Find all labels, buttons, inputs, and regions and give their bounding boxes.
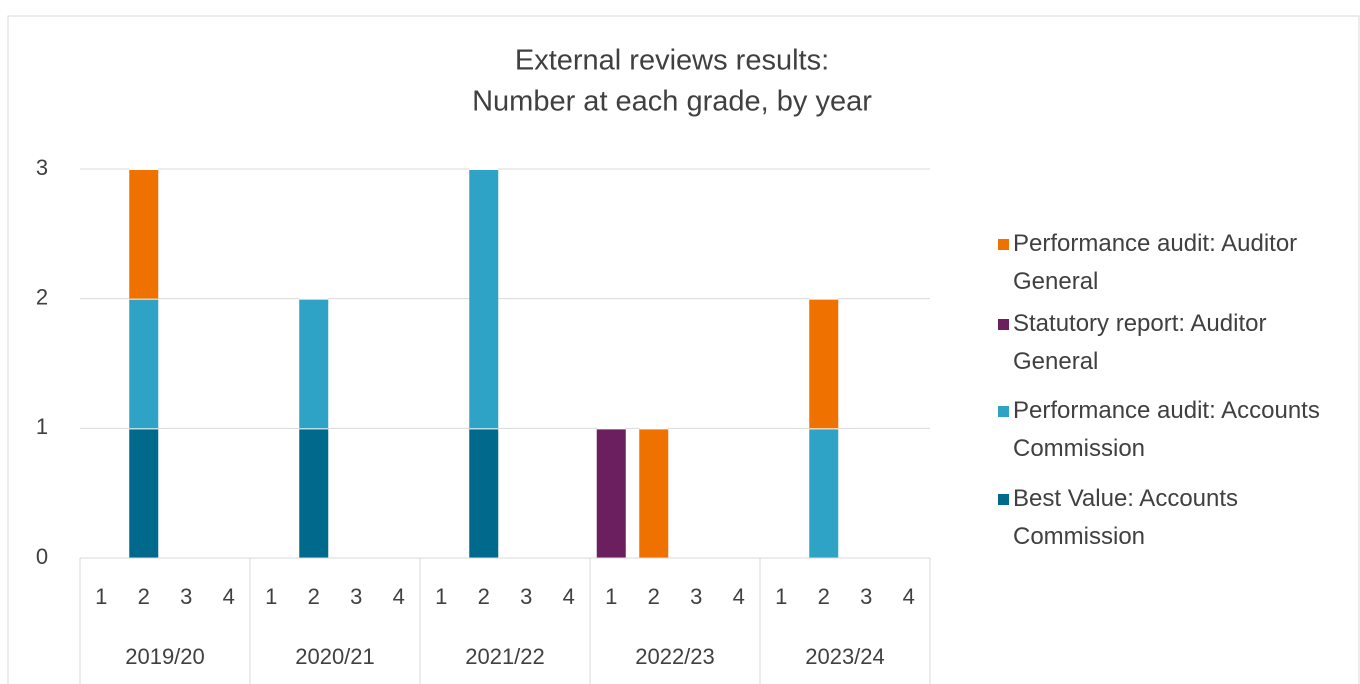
x-tick-label: 1 (605, 584, 617, 609)
y-tick-label: 1 (36, 414, 48, 439)
bar-segment (129, 169, 159, 299)
x-tick-label: 4 (223, 584, 235, 609)
chart-title: Number at each grade, by year (472, 86, 872, 118)
group-label: 2023/24 (805, 644, 885, 669)
x-tick-label: 3 (350, 584, 362, 609)
y-tick-label: 2 (36, 284, 48, 309)
legend-swatch (998, 494, 1009, 505)
legend-swatch (998, 239, 1009, 250)
group-label: 2022/23 (635, 644, 715, 669)
group-label: 2021/22 (465, 644, 545, 669)
x-tick-label: 1 (265, 584, 277, 609)
y-tick-label: 3 (36, 155, 48, 180)
x-tick-label: 1 (95, 584, 107, 609)
chart-border (7, 15, 1360, 684)
bar-segment (129, 298, 159, 429)
x-tick-label: 3 (690, 584, 702, 609)
bar-segment (639, 428, 669, 558)
x-tick-label: 4 (563, 584, 575, 609)
x-tick-label: 3 (180, 584, 192, 609)
x-tick-label: 2 (648, 584, 660, 609)
bar-segment (809, 428, 839, 558)
x-tick-label: 4 (733, 584, 745, 609)
bar-segment (809, 298, 839, 429)
x-tick-label: 2 (308, 584, 320, 609)
legend-swatch (998, 319, 1009, 330)
x-tick-label: 1 (775, 584, 787, 609)
x-tick-label: 4 (393, 584, 405, 609)
legend-label: Best Value: Accounts Commission (1013, 485, 1238, 550)
legend-label: Performance audit: Accounts Commission (1013, 397, 1320, 462)
y-tick-label: 0 (36, 544, 48, 569)
x-tick-label: 3 (520, 584, 532, 609)
chart-title: External reviews results: (515, 45, 829, 77)
x-tick-label: 2 (478, 584, 490, 609)
bar-segment (469, 169, 499, 429)
bar-segment (299, 428, 329, 558)
x-tick-label: 4 (903, 584, 915, 609)
bar-segment (596, 428, 626, 558)
legend-label: Statutory report: Auditor General (1013, 310, 1266, 375)
bar-segment (469, 428, 499, 558)
bar-segment (299, 298, 329, 429)
legend-swatch (998, 406, 1009, 417)
x-tick-label: 2 (138, 584, 150, 609)
x-tick-label: 3 (860, 584, 872, 609)
group-label: 2019/20 (125, 644, 205, 669)
x-tick-label: 2 (818, 584, 830, 609)
x-tick-label: 1 (435, 584, 447, 609)
bar-segment (129, 428, 159, 558)
group-label: 2020/21 (295, 644, 375, 669)
legend-label: Performance audit: Auditor General (1013, 230, 1297, 295)
